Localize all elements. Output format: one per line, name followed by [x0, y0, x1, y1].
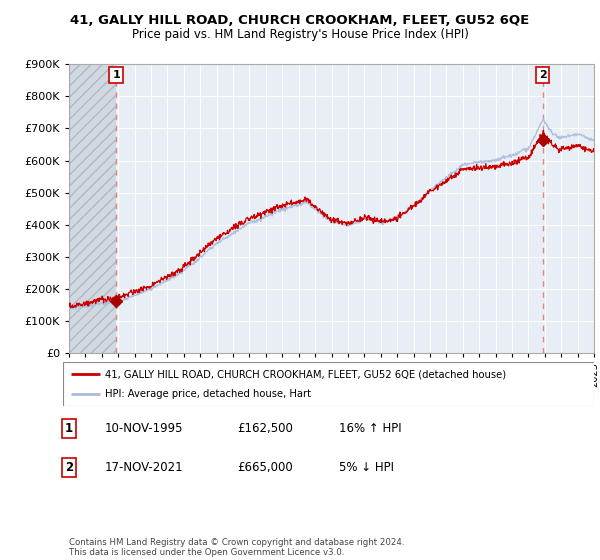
Text: £665,000: £665,000	[237, 461, 293, 474]
Text: HPI: Average price, detached house, Hart: HPI: Average price, detached house, Hart	[106, 389, 311, 399]
Text: 2: 2	[65, 461, 73, 474]
Text: Contains HM Land Registry data © Crown copyright and database right 2024.
This d: Contains HM Land Registry data © Crown c…	[69, 538, 404, 557]
Text: 16% ↑ HPI: 16% ↑ HPI	[339, 422, 401, 435]
FancyBboxPatch shape	[63, 362, 594, 406]
Text: 10-NOV-1995: 10-NOV-1995	[105, 422, 184, 435]
Text: 41, GALLY HILL ROAD, CHURCH CROOKHAM, FLEET, GU52 6QE (detached house): 41, GALLY HILL ROAD, CHURCH CROOKHAM, FL…	[106, 369, 506, 379]
Text: 41, GALLY HILL ROAD, CHURCH CROOKHAM, FLEET, GU52 6QE: 41, GALLY HILL ROAD, CHURCH CROOKHAM, FL…	[70, 14, 530, 27]
Text: 17-NOV-2021: 17-NOV-2021	[105, 461, 184, 474]
Text: 1: 1	[112, 70, 120, 80]
Text: 1: 1	[65, 422, 73, 435]
Text: 2: 2	[539, 70, 547, 80]
Text: £162,500: £162,500	[237, 422, 293, 435]
Text: 5% ↓ HPI: 5% ↓ HPI	[339, 461, 394, 474]
Text: Price paid vs. HM Land Registry's House Price Index (HPI): Price paid vs. HM Land Registry's House …	[131, 28, 469, 41]
